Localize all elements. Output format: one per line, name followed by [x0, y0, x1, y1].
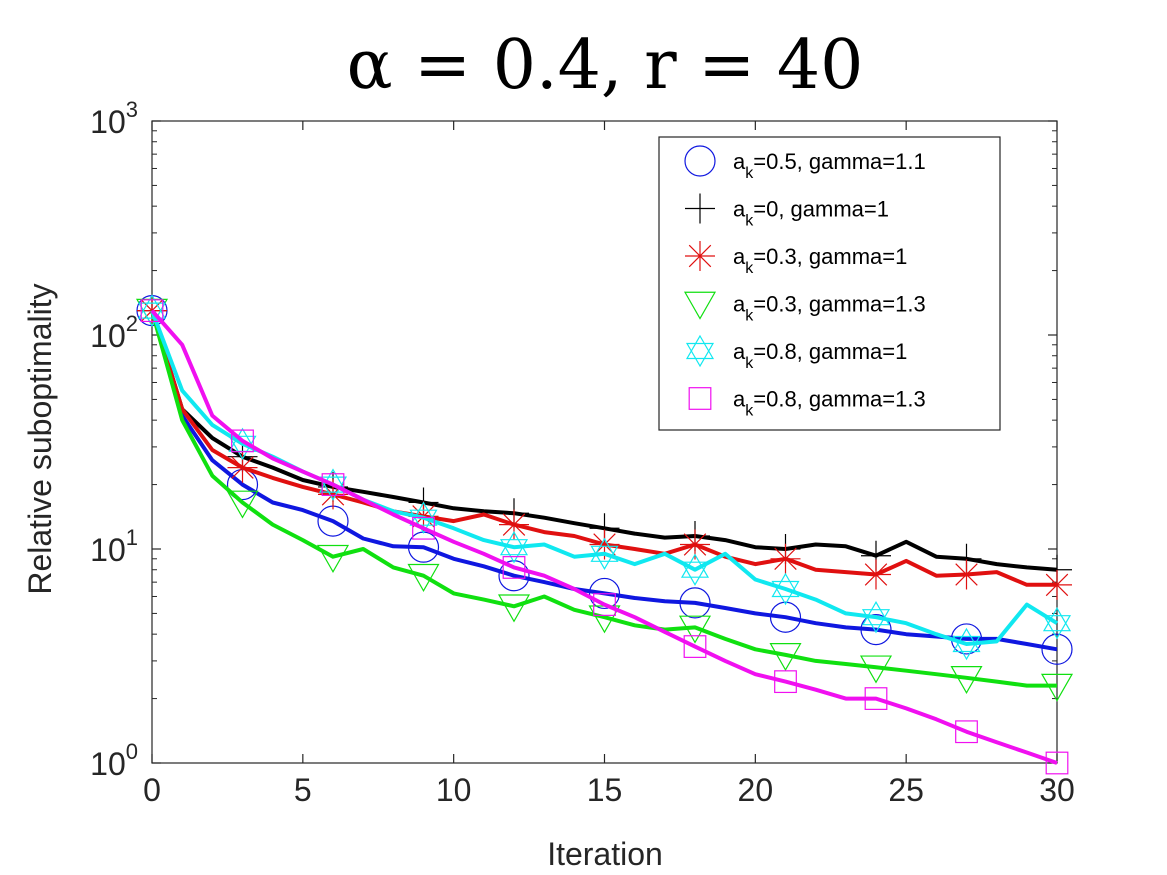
- data-point-circle: [860, 614, 892, 646]
- data-point-asterisk: [951, 559, 982, 590]
- x-tick-label: 20: [738, 772, 774, 808]
- data-point-hexagram: [861, 601, 891, 626]
- series-6: [140, 299, 1069, 775]
- legend-label: ak=0.3, gamma=1: [733, 244, 907, 277]
- data-point-square: [955, 720, 978, 744]
- data-point-square: [321, 473, 345, 496]
- legend-marker: [685, 342, 715, 368]
- data-point-hexagram: [228, 435, 257, 460]
- y-tick-label: 102: [90, 311, 138, 354]
- data-point-square: [1045, 751, 1069, 775]
- data-point-hexagram: [771, 572, 800, 598]
- legend-item: ak=0.5, gamma=1.1: [684, 145, 926, 182]
- data-point-square: [502, 556, 526, 579]
- data-point-circle: [1041, 633, 1073, 665]
- data-point-triangle-down: [769, 643, 802, 672]
- series-3: [137, 295, 1072, 600]
- legend-marker: [685, 334, 715, 360]
- legend-box: [658, 136, 1001, 431]
- data-point-triangle-down: [1040, 673, 1074, 702]
- data-point-asterisk: [770, 543, 801, 574]
- data-point-circle: [769, 601, 802, 633]
- data-point-square: [412, 516, 435, 540]
- x-tick-label: 10: [436, 772, 472, 808]
- legend-label: ak=0.5, gamma=1.1: [733, 149, 926, 182]
- legend-item: ak=0.8, gamma=1.3: [688, 387, 926, 420]
- data-point-triangle-down: [950, 665, 983, 695]
- data-point-asterisk: [318, 479, 348, 510]
- data-point-square: [231, 429, 254, 453]
- legend-label: ak=0.3, gamma=1.3: [733, 292, 926, 325]
- data-point-circle: [498, 560, 530, 592]
- legend-marker: [683, 291, 717, 320]
- data-point-triangle-down: [497, 594, 531, 623]
- legend-item: ak=0.8, gamma=1: [685, 334, 907, 372]
- data-point-square: [593, 593, 616, 616]
- data-point-asterisk: [227, 452, 258, 483]
- x-tick-label: 15: [587, 772, 623, 808]
- y-tick-label: 103: [90, 97, 138, 140]
- data-point-hexagram: [952, 627, 981, 653]
- data-point-hexagram: [499, 531, 529, 556]
- chart-title: α = 0.4, r = 40: [347, 26, 864, 105]
- legend-item: ak=0.3, gamma=1: [685, 241, 907, 277]
- data-point-hexagram: [137, 302, 167, 327]
- legend-label: ak=0.8, gamma=1.3: [733, 387, 926, 420]
- series-line: [150, 309, 1058, 765]
- legend-marker: [684, 145, 716, 177]
- y-tick-label: 101: [90, 525, 138, 568]
- data-point-asterisk: [1042, 569, 1072, 600]
- data-point-hexagram: [590, 545, 619, 570]
- legend: ak=0.5, gamma=1.1 ak=0, gamma=1 ak=0.3, ga…: [658, 136, 1001, 431]
- legend-item: ak=0, gamma=1: [685, 193, 889, 230]
- y-axis-label: Relative suboptimality: [22, 283, 58, 594]
- x-tick-label: 25: [888, 772, 924, 808]
- data-point-hexagram: [137, 294, 167, 319]
- x-tick-label: 30: [1039, 772, 1075, 808]
- data-point-asterisk: [499, 509, 529, 540]
- data-point-hexagram: [680, 553, 710, 578]
- data-point-square: [864, 687, 888, 710]
- y-tick-label: 100: [90, 739, 138, 782]
- legend-marker: [685, 193, 715, 224]
- data-point-hexagram: [1042, 615, 1072, 640]
- data-point-square: [140, 299, 164, 323]
- data-point-triangle-down: [407, 563, 440, 592]
- data-point-hexagram: [409, 501, 438, 526]
- data-point-hexagram: [499, 539, 529, 564]
- data-point-hexagram: [680, 561, 710, 586]
- data-point-square: [774, 670, 797, 694]
- data-point-triangle-down: [678, 615, 712, 644]
- data-point-circle: [588, 577, 621, 610]
- legend-marker: [688, 387, 712, 410]
- data-point-triangle-down: [226, 490, 259, 519]
- x-tick-label: 0: [143, 772, 161, 808]
- data-point-asterisk: [861, 559, 891, 590]
- data-point-hexagram: [952, 635, 981, 661]
- data-point-square: [683, 635, 707, 658]
- data-point-hexagram: [861, 609, 891, 634]
- data-point-asterisk: [680, 529, 710, 560]
- data-point-asterisk: [589, 529, 620, 560]
- legend-marker: [685, 241, 715, 271]
- series-line: [150, 310, 1057, 688]
- legend-label: ak=0, gamma=1: [733, 197, 889, 230]
- x-axis-label: Iteration: [547, 836, 663, 872]
- data-point-triangle-down: [859, 655, 893, 684]
- data-point-hexagram: [771, 580, 800, 606]
- data-point-hexagram: [409, 509, 438, 534]
- data-point-hexagram: [1042, 607, 1072, 632]
- data-point-triangle-down: [316, 544, 350, 573]
- data-point-hexagram: [590, 537, 619, 562]
- data-point-circle: [679, 587, 711, 619]
- x-tick-label: 5: [294, 772, 312, 808]
- series-4: [135, 298, 1074, 702]
- legend-label: ak=0.8, gamma=1: [733, 339, 907, 372]
- legend-item: ak=0.3, gamma=1.3: [683, 291, 926, 325]
